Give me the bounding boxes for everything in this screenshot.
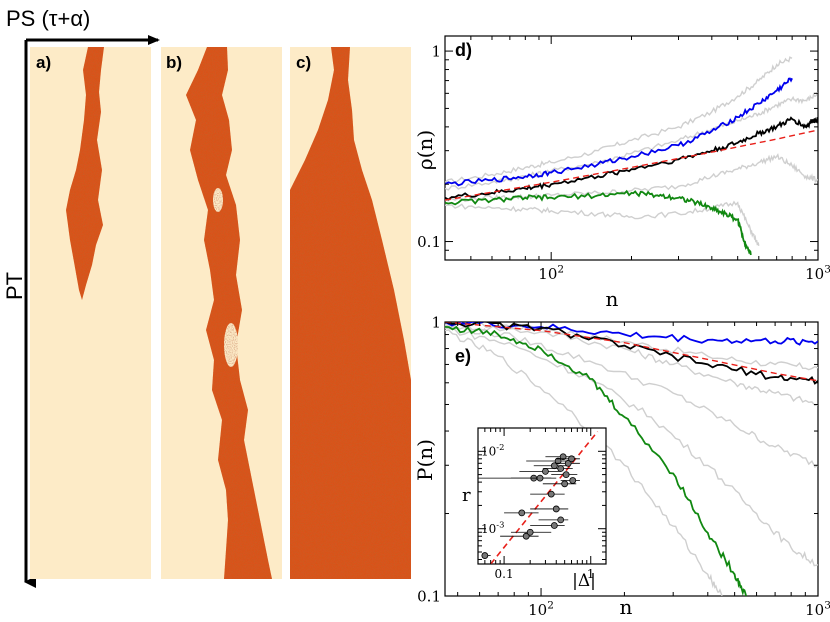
inset-point-15 [569,477,577,484]
y-tick-label: 10-3 [481,520,504,536]
inset-xlabel: |Δ| [572,571,596,591]
inset-point-17 [552,505,560,513]
y-tick-label: 0.1 [417,233,441,251]
inset-point-1 [518,509,526,517]
series-green [445,325,747,596]
inset-ticks: 0.1 1 10-3 10-2 [477,427,606,581]
series-gray-3 [445,324,818,468]
inset-series [478,431,599,564]
x-tick-label: 103 [805,599,830,619]
series-blue [445,77,793,187]
inset-point-9 [554,457,562,465]
inset-point-12 [562,471,570,479]
series-gray-5 [445,329,723,596]
chart-inset: 0.1 1 10-3 10-2 |Δ| r [462,427,607,591]
inset-point-14 [568,455,575,463]
panel-b: b) [161,47,282,579]
chart-d-ticks: 102 103 0.1 1 [417,36,830,283]
panel-a-label: a) [36,53,51,72]
x-tick-label: 102 [538,263,564,283]
series-gray-mid-lower [445,153,818,203]
inset-point-3 [526,528,534,536]
series-black [445,116,818,201]
inset-point-11 [559,453,567,461]
ps-axis-label: PS (τ+α) [6,6,90,31]
inset-point-16 [561,480,569,488]
inset-point-13 [564,459,572,467]
panel-c-label: c) [296,53,311,72]
chart-d-panel-label: d) [455,40,472,60]
x-tick-label: 0.1 [495,567,514,581]
y-tick-label: 1 [431,313,441,331]
y-tick-label: 1 [431,42,441,60]
inset-point-6 [542,467,549,475]
inset-point-0 [481,552,489,559]
series-fit [445,129,818,201]
axis-arrows: PS (τ+α) PT [2,6,160,588]
cluster-b [186,47,272,579]
pt-axis-label: PT [2,272,27,300]
inset-ylabel: r [462,485,471,506]
x-tick-label: 102 [528,599,554,619]
chart-d-ylabel: ρ(n) [413,130,437,170]
chart-e-xlabel: n [620,595,633,619]
series-gray-lower [445,200,760,246]
chart-d: 102 103 0.1 1 d) n ρ(n) [413,35,830,311]
chart-e-ticks: 102 103 0.1 1 [417,313,830,619]
series-gray-2 [445,322,818,407]
panel-c: c) [290,47,411,579]
chart-d-xlabel: n [606,287,619,311]
series-fit [445,322,818,382]
inset-point-10 [557,465,565,472]
inset-point-7 [547,490,555,498]
chart-e: 102 103 0.1 1 e) n P(n) [413,313,830,619]
cluster-a [66,47,104,300]
inset-fit-line [490,431,599,564]
inset-point-2 [522,532,530,540]
chart-d-frame [444,35,819,261]
chart-e-ylabel: P(n) [413,439,437,481]
chart-e-panel-label: e) [455,346,471,366]
chart-e-series [445,322,818,596]
series-gray-4 [445,327,818,567]
series-black [445,322,818,385]
inset-point-19 [557,516,565,524]
panel-a: a) [30,47,151,579]
inset-frame [477,427,607,565]
chart-d-series [445,56,818,256]
x-tick-label: 103 [805,263,830,283]
series-green [445,189,752,256]
inset-point-5 [536,474,544,482]
y-tick-label: 10-2 [481,442,504,458]
panel-b-label: b) [166,53,182,72]
cluster-c [290,47,411,579]
inset-point-18 [550,522,558,529]
y-tick-label: 0.1 [417,587,441,605]
series-gray-upper [445,56,793,184]
series-blue [445,322,818,346]
x-tick-label: 1 [587,567,595,581]
